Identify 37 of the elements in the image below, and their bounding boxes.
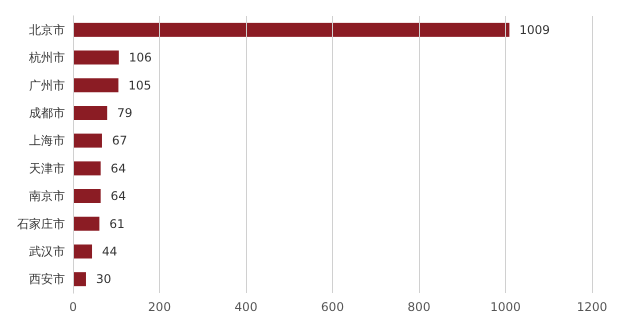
bar [73, 189, 101, 204]
data-label: 64 [110, 189, 126, 204]
y-tick-label: 成都市 [29, 106, 65, 120]
bar [73, 78, 118, 92]
data-label: 30 [96, 272, 112, 286]
y-tick-label: 石家庄市 [17, 216, 65, 231]
y-tick-label: 上海市 [29, 134, 65, 148]
y-tick-label: 武汉市 [29, 244, 65, 258]
data-label: 1009 [519, 22, 550, 37]
y-tick-label: 广州市 [29, 78, 65, 92]
bar [73, 161, 101, 176]
x-tick-label: 600 [321, 300, 344, 314]
y-tick-label: 天津市 [29, 161, 65, 176]
x-tick-label: 800 [408, 300, 430, 314]
bar [73, 244, 92, 258]
y-tick-label: 南京市 [29, 189, 65, 204]
x-tick-label: 400 [234, 300, 258, 314]
y-tick-label: 西安市 [29, 272, 65, 286]
bar [73, 134, 102, 148]
x-tick-label: 0 [69, 300, 77, 314]
data-label: 61 [109, 216, 125, 231]
y-tick-label: 北京市 [29, 22, 65, 37]
bar [73, 106, 108, 120]
bar [73, 50, 119, 65]
bar [73, 216, 100, 231]
data-label: 64 [110, 161, 126, 176]
x-tick-label: 200 [148, 300, 171, 314]
y-tick-label: 杭州市 [28, 50, 65, 65]
data-label: 105 [128, 78, 152, 92]
bar [73, 272, 86, 286]
bar [73, 22, 510, 37]
data-label: 106 [128, 50, 152, 65]
data-label: 79 [117, 106, 132, 120]
x-tick-label: 1000 [490, 300, 521, 314]
data-label: 44 [102, 244, 118, 258]
data-label: 67 [112, 134, 128, 148]
x-tick-label: 1200 [576, 300, 608, 314]
